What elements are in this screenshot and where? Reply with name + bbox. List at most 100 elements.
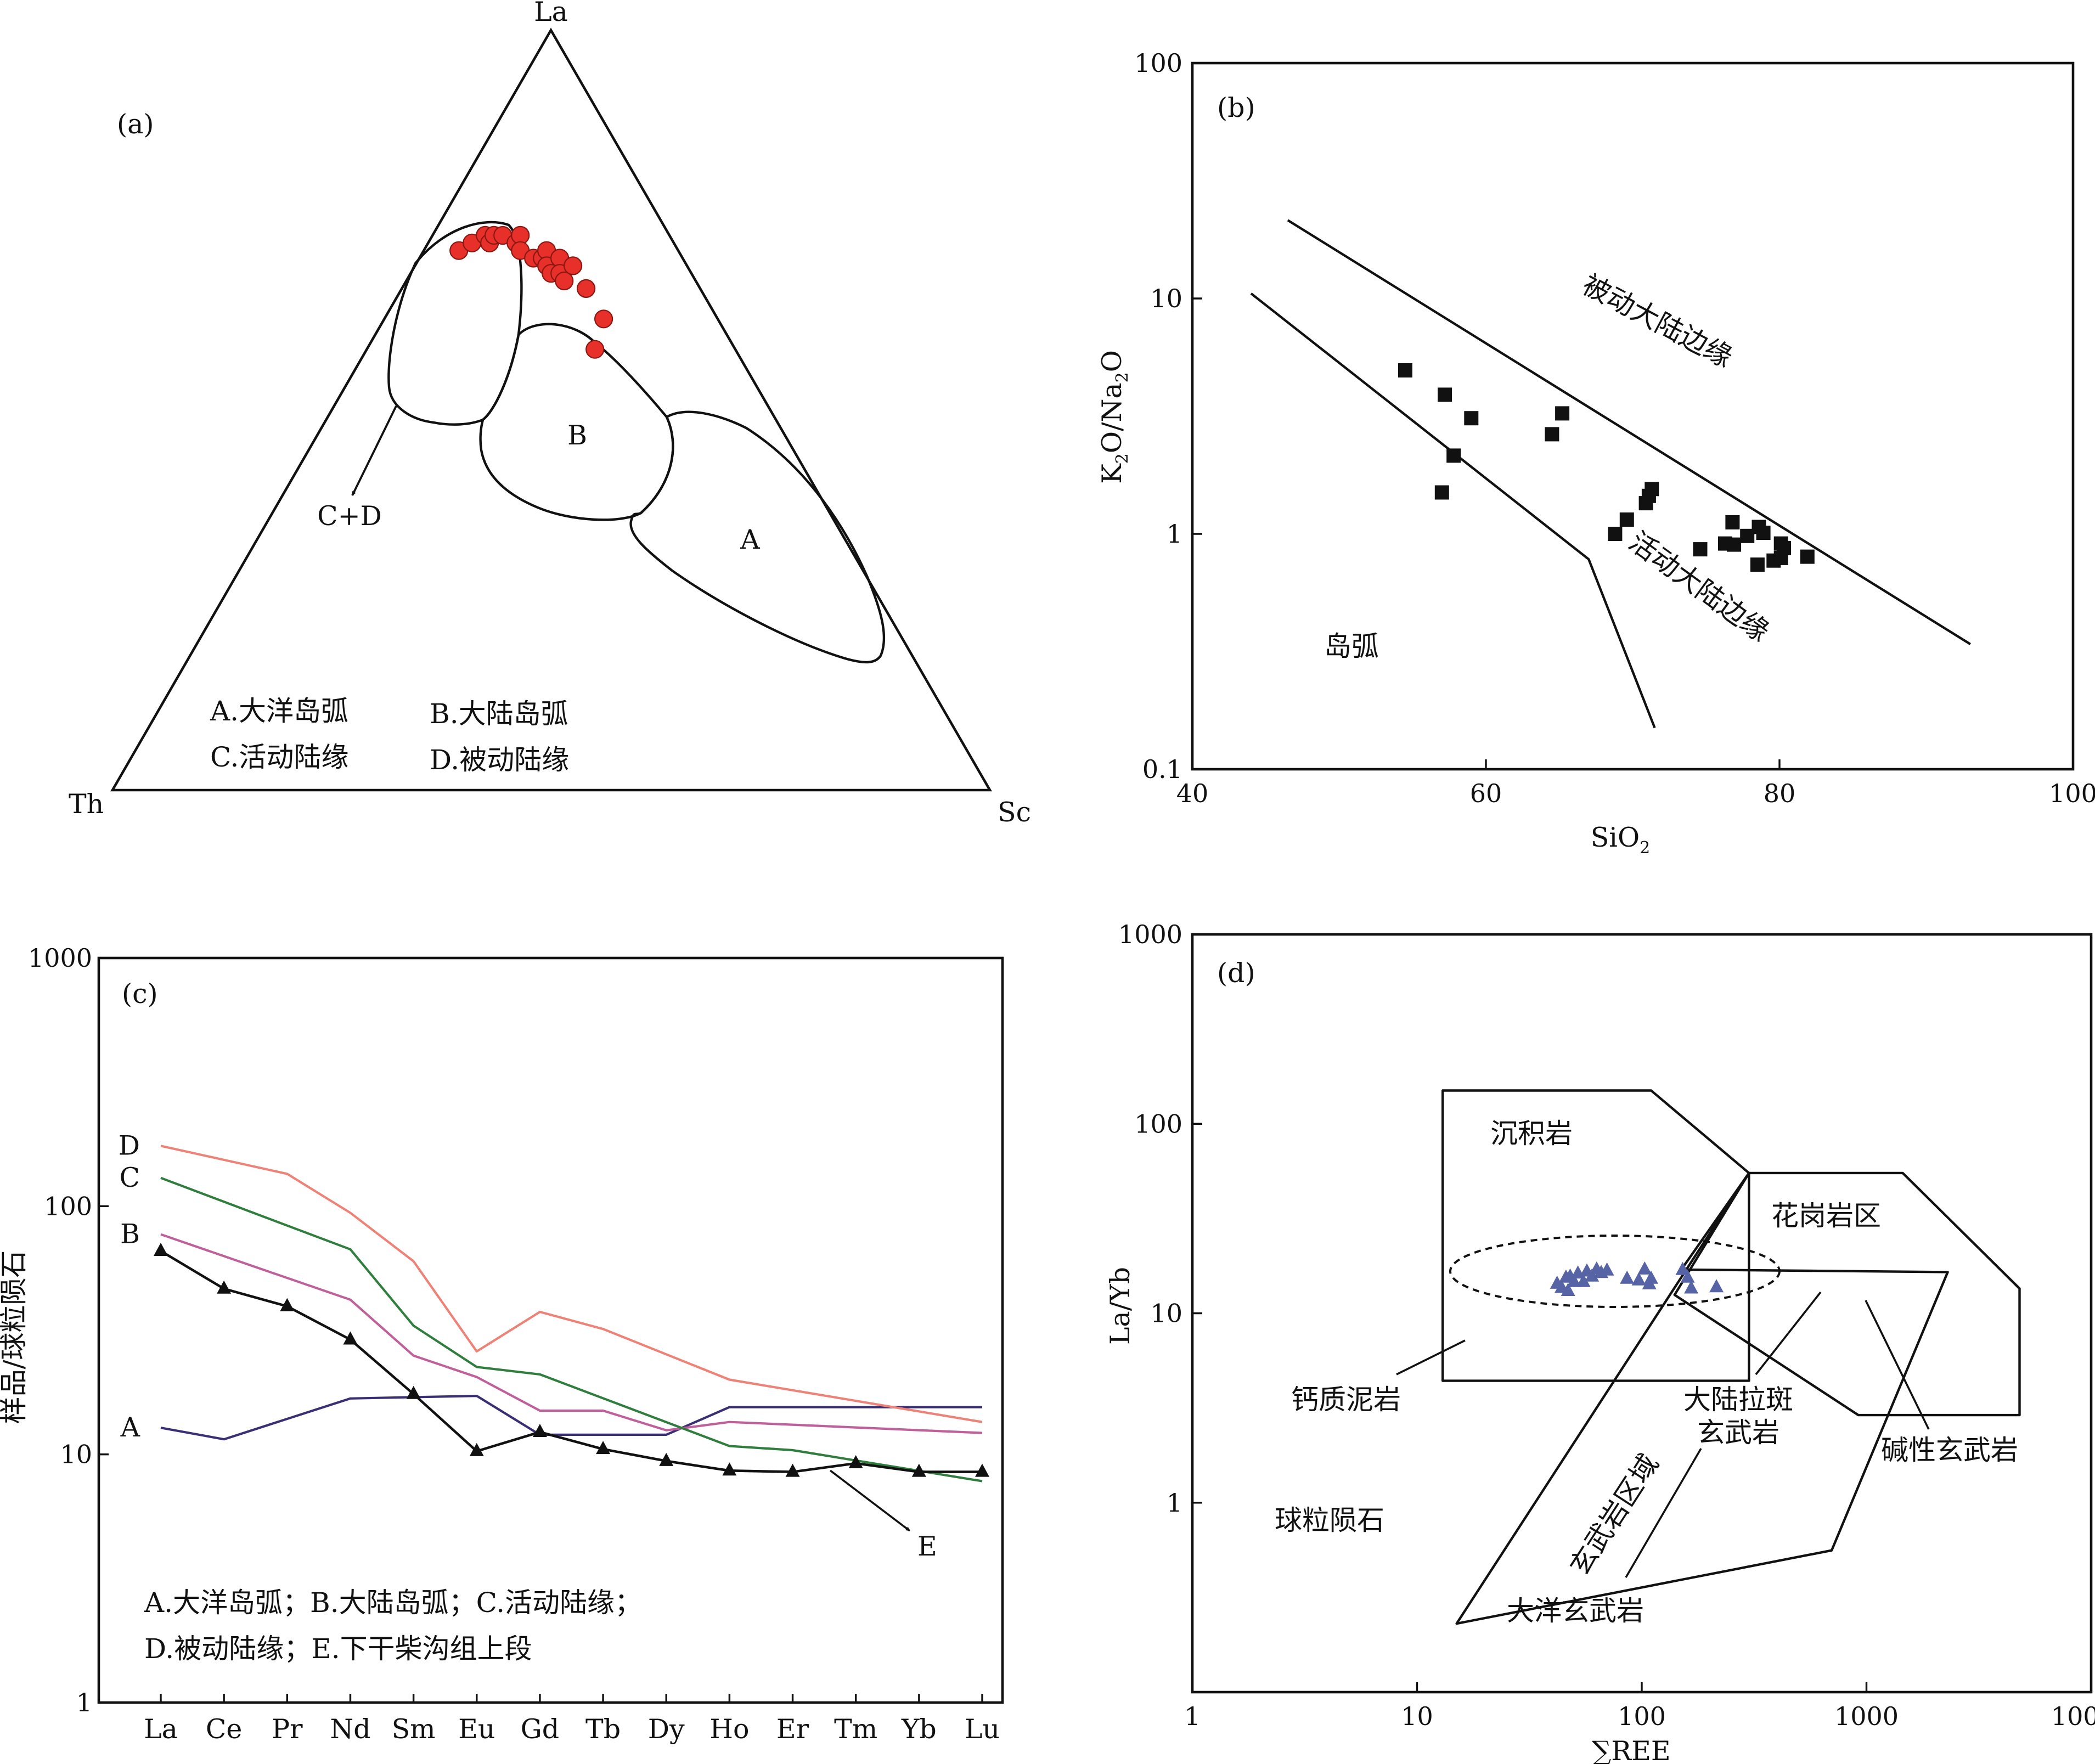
- y-tick-label-c-100: 100: [44, 1191, 92, 1221]
- sample-cluster-ellipse: [1449, 1235, 1781, 1308]
- ternary-frame: [110, 27, 992, 792]
- field-label-island-arc: 岛弧: [1324, 630, 1379, 662]
- sample-triangle-d-19: [1675, 1261, 1690, 1275]
- sample-point-b-2: [1438, 387, 1452, 402]
- legend-a-row2-col1: C.活动陆缘: [210, 741, 348, 773]
- x-axis-label-d: ∑REE: [1592, 1735, 1670, 1764]
- y-tick-label-d-100: 100: [1134, 1109, 1182, 1139]
- ternary-point-18: [555, 271, 574, 291]
- x-tick-label-c-Dy: Dy: [648, 1714, 685, 1745]
- y-tick-label-b-100: 100: [1134, 48, 1182, 78]
- x-tick-label-b-40: 40: [1176, 779, 1209, 808]
- field-a-outline: [629, 410, 886, 664]
- x-tick-label-c-La: La: [144, 1714, 178, 1745]
- x-tick-label-c-Eu: Eu: [458, 1714, 495, 1745]
- sample-point-b-12: [1645, 482, 1659, 497]
- field-label-a: A: [740, 524, 760, 555]
- vertex-label-th: Th: [69, 788, 104, 820]
- sample-triangle-c-6: [469, 1442, 484, 1456]
- sample-triangle-c-1: [154, 1242, 168, 1256]
- x-tick-label-d-1000: 1000: [1834, 1701, 1899, 1731]
- pointer-marl: [1396, 1339, 1466, 1376]
- panel-a-label: (a): [117, 109, 154, 140]
- pointer-ocean-basalt: [1625, 1448, 1702, 1578]
- x-axis-label-b: SiO2: [1591, 822, 1651, 858]
- field-label-chondrite: 球粒陨石: [1275, 1504, 1384, 1536]
- y-tick-label-c-10: 10: [60, 1440, 92, 1469]
- plot-frame-b: [1191, 61, 2075, 771]
- field-label-passive-margin: 被动大陆边缘: [1577, 268, 1737, 374]
- pointer-alkali-basalt: [1865, 1300, 1930, 1430]
- sample-triangle-c-4: [343, 1331, 358, 1345]
- x-tick-label-c-Ho: Ho: [709, 1714, 749, 1745]
- field-polygon-sediment: [1441, 1089, 1750, 1382]
- series-line-E: [160, 1250, 982, 1473]
- x-tick-label-d-10000: 10000: [2051, 1701, 2095, 1731]
- x-tick-label-c-Ce: Ce: [206, 1714, 243, 1745]
- sample-triangle-d-18: [1644, 1270, 1658, 1284]
- ternary-point-21: [585, 340, 605, 359]
- x-tick-label-c-Lu: Lu: [965, 1714, 1000, 1745]
- sample-triangles-d: [1550, 1261, 1724, 1296]
- y-tick-label-b-1: 1: [1167, 519, 1182, 549]
- pointer-continental-tholeiite: [1755, 1291, 1822, 1376]
- panel-b-label: (b): [1217, 92, 1255, 123]
- sample-point-b-19: [1756, 526, 1771, 540]
- series-line-C: [160, 1176, 983, 1483]
- sample-point-b-8: [1608, 527, 1623, 541]
- series-label-C: C: [120, 1162, 140, 1193]
- sample-point-b-7: [1555, 406, 1570, 421]
- sample-triangle-d-14: [1620, 1270, 1635, 1284]
- sample-point-b-15: [1725, 515, 1740, 529]
- ternary-point-19: [576, 279, 596, 298]
- x-tick-label-d-100: 100: [1618, 1701, 1666, 1731]
- x-tick-label-c-Yb: Yb: [901, 1714, 937, 1745]
- field-boundary-b-1: [1287, 219, 1971, 645]
- series-line-D: [160, 1145, 983, 1423]
- field-label-b: B: [567, 420, 587, 451]
- panel-a-ternary: (a) La Th Sc B A C+D A.大洋岛弧 B.大陆岛弧 C.活动陆…: [69, 0, 1031, 828]
- x-tick-label-b-60: 60: [1470, 779, 1502, 808]
- e-arrow-label: E: [917, 1531, 937, 1562]
- field-label-alkali-basalt: 碱性玄武岩: [1881, 1434, 2018, 1466]
- field-label-continental-tholeiite-2: 玄武岩: [1697, 1417, 1779, 1449]
- sample-triangle-c-7: [532, 1423, 547, 1437]
- field-polygon-basalt: [1455, 1171, 1949, 1625]
- panel-c-ree-pattern: (c) La Ce Pr Nd Sm Eu Gd Tb Dy Ho Er Tm Yb Lu 1 10 100 10…: [0, 943, 1004, 1745]
- sample-triangle-c-3: [280, 1298, 295, 1311]
- y-tick-label-b-10: 10: [1150, 284, 1182, 313]
- sample-point-b-5: [1446, 448, 1461, 463]
- x-tick-label-d-10: 10: [1401, 1701, 1433, 1731]
- panel-d-scatter: (d) 1 10 100 1000 10000 1 10 100 1000 沉积岩 花岗岩区 钙…: [1105, 920, 2095, 1764]
- field-polygons-d: [1441, 1089, 2021, 1625]
- axis-ticks-b: 40 60 80 100 0.1 1 10 100: [1134, 48, 2095, 808]
- vertex-label-la: La: [534, 0, 568, 27]
- sample-triangle-d-15: [1631, 1272, 1646, 1286]
- series-line-B: [160, 1233, 983, 1434]
- sample-triangle-c-12: [848, 1455, 863, 1469]
- y-tick-label-d-1000: 1000: [1118, 920, 1182, 949]
- field-polygon-granite: [1673, 1171, 2021, 1417]
- sample-point-b-24: [1773, 536, 1788, 551]
- panel-d-label: (d): [1217, 957, 1255, 989]
- field-lines-b: [1250, 219, 1971, 729]
- plot-frame-d: [1191, 933, 2093, 1694]
- sample-triangles-c: [154, 1242, 989, 1477]
- x-tick-label-c-Nd: Nd: [330, 1714, 370, 1745]
- ree-series-lines: [160, 1145, 983, 1483]
- field-label-sediment: 沉积岩: [1490, 1118, 1573, 1149]
- y-tick-label-d-10: 10: [1150, 1299, 1182, 1328]
- sample-triangle-d-6: [1567, 1273, 1581, 1287]
- sample-triangle-c-14: [975, 1463, 989, 1477]
- sample-point-b-6: [1545, 427, 1559, 442]
- field-label-marl: 钙质泥岩: [1291, 1384, 1401, 1416]
- sample-triangle-c-13: [911, 1463, 926, 1477]
- sample-triangle-c-9: [659, 1452, 674, 1466]
- sample-point-b-9: [1619, 512, 1634, 527]
- series-label-B: B: [120, 1219, 140, 1250]
- sample-triangle-d-4: [1561, 1283, 1575, 1296]
- ternary-point-20: [594, 309, 613, 329]
- field-label-granite: 花岗岩区: [1771, 1200, 1881, 1232]
- field-label-cd: C+D: [317, 500, 382, 532]
